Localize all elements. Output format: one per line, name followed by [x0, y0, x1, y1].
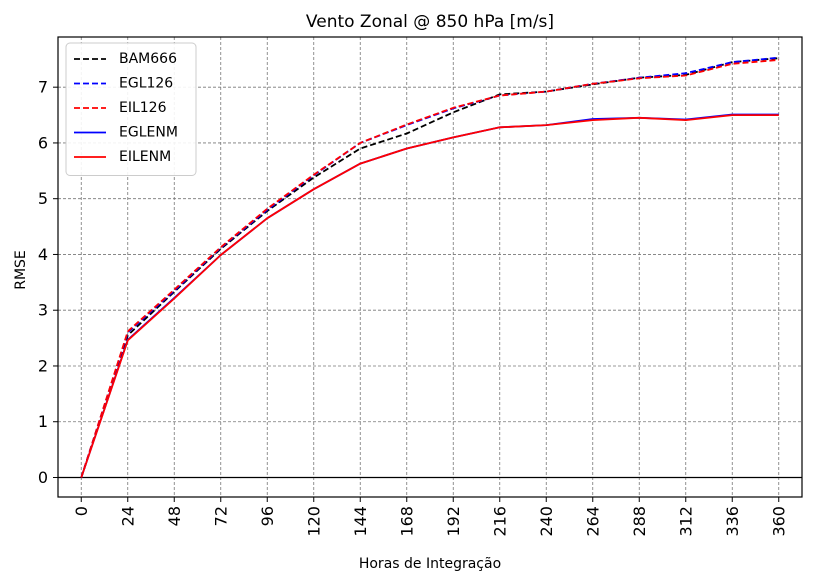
y-tick-label: 6 — [38, 133, 48, 152]
x-tick-label: 72 — [211, 506, 230, 526]
legend-label-egl126: EGL126 — [119, 76, 173, 92]
y-tick-label: 3 — [38, 301, 48, 320]
x-tick-label: 48 — [165, 506, 184, 526]
series-line-eilenm — [80, 114, 779, 478]
series-line-eil126 — [80, 59, 779, 478]
legend-label-eilenm: EILENM — [119, 149, 171, 165]
x-tick-label: 240 — [537, 506, 556, 537]
tick-layer: 0 24 48 72 96 120 144 168 192 216 240 264 288 312 336 3… — [38, 78, 788, 537]
y-tick-label: 4 — [38, 245, 48, 264]
y-tick-label: 0 — [38, 468, 48, 487]
legend-label-eglenm: EGLENM — [119, 125, 178, 141]
x-tick-label: 360 — [769, 506, 788, 537]
y-tick-label: 7 — [38, 78, 48, 97]
x-tick-label: 288 — [630, 506, 649, 537]
legend: BAM666 EGL126 EIL126 EGLENM EILENM — [65, 42, 197, 176]
x-tick-label: 24 — [118, 506, 137, 526]
x-tick-label: 192 — [444, 506, 463, 537]
x-tick-label: 144 — [351, 506, 370, 537]
y-tick-label: 2 — [38, 356, 48, 375]
y-tick-label: 1 — [38, 412, 48, 431]
x-tick-label: 312 — [676, 506, 695, 537]
x-tick-label: 168 — [397, 506, 416, 537]
chart-title: Vento Zonal @ 850 hPa [m/s] — [306, 12, 554, 32]
x-tick-label: 264 — [583, 506, 602, 537]
y-axis-label: RMSE — [13, 250, 29, 290]
x-tick-label: 96 — [258, 506, 277, 526]
x-tick-label: 216 — [490, 506, 509, 537]
plot-frame — [57, 36, 803, 498]
x-tick-label: 336 — [723, 506, 742, 537]
legend-label-bam666: BAM666 — [119, 51, 177, 67]
legend-box — [65, 42, 197, 176]
series-layer — [80, 56, 779, 478]
x-axis-label: Horas de Integração — [359, 556, 501, 572]
x-tick-label: 0 — [72, 506, 91, 516]
y-tick-label: 5 — [38, 189, 48, 208]
legend-label-eil126: EIL126 — [119, 100, 167, 116]
x-tick-label: 120 — [304, 506, 323, 537]
